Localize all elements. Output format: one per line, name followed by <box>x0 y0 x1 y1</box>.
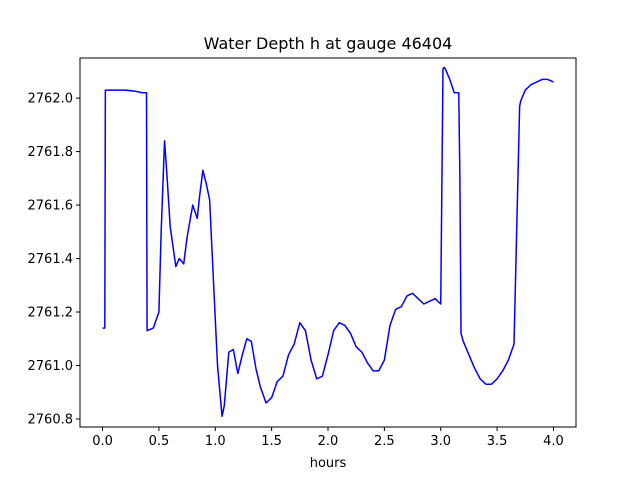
axes: 0.0 0.5 1.0 1.5 2.0 2.5 3.0 3.5 4.0 2760.8 2761.0 2… <box>28 57 577 449</box>
x-tick-label: 1.5 <box>261 434 282 449</box>
plot-background <box>80 58 576 427</box>
x-tick-label: 4.0 <box>543 434 564 449</box>
x-tick-label: 0.5 <box>149 434 170 449</box>
y-tick-label: 2761.2 <box>28 306 74 321</box>
x-tick-label: 1.0 <box>205 434 226 449</box>
y-tick-label: 2761.0 <box>28 359 74 374</box>
y-tick-label: 2762.0 <box>28 92 74 107</box>
y-tick-label: 2760.8 <box>28 412 74 427</box>
y-tick-label: 2761.4 <box>28 252 74 267</box>
series-line-0 <box>102 66 554 418</box>
x-tick-label: 2.0 <box>318 434 339 449</box>
x-tick-label: 3.5 <box>487 434 508 449</box>
plot-area <box>80 58 576 427</box>
x-axis-label: hours <box>310 456 347 471</box>
chart-title: Water Depth h at gauge 46404 <box>204 34 453 53</box>
x-tick-label: 2.5 <box>374 434 395 449</box>
x-tick-label: 0.0 <box>92 434 113 449</box>
x-tick-label: 3.0 <box>430 434 451 449</box>
y-tick-label: 2761.6 <box>28 199 74 214</box>
y-tick-label: 2761.8 <box>28 145 74 160</box>
